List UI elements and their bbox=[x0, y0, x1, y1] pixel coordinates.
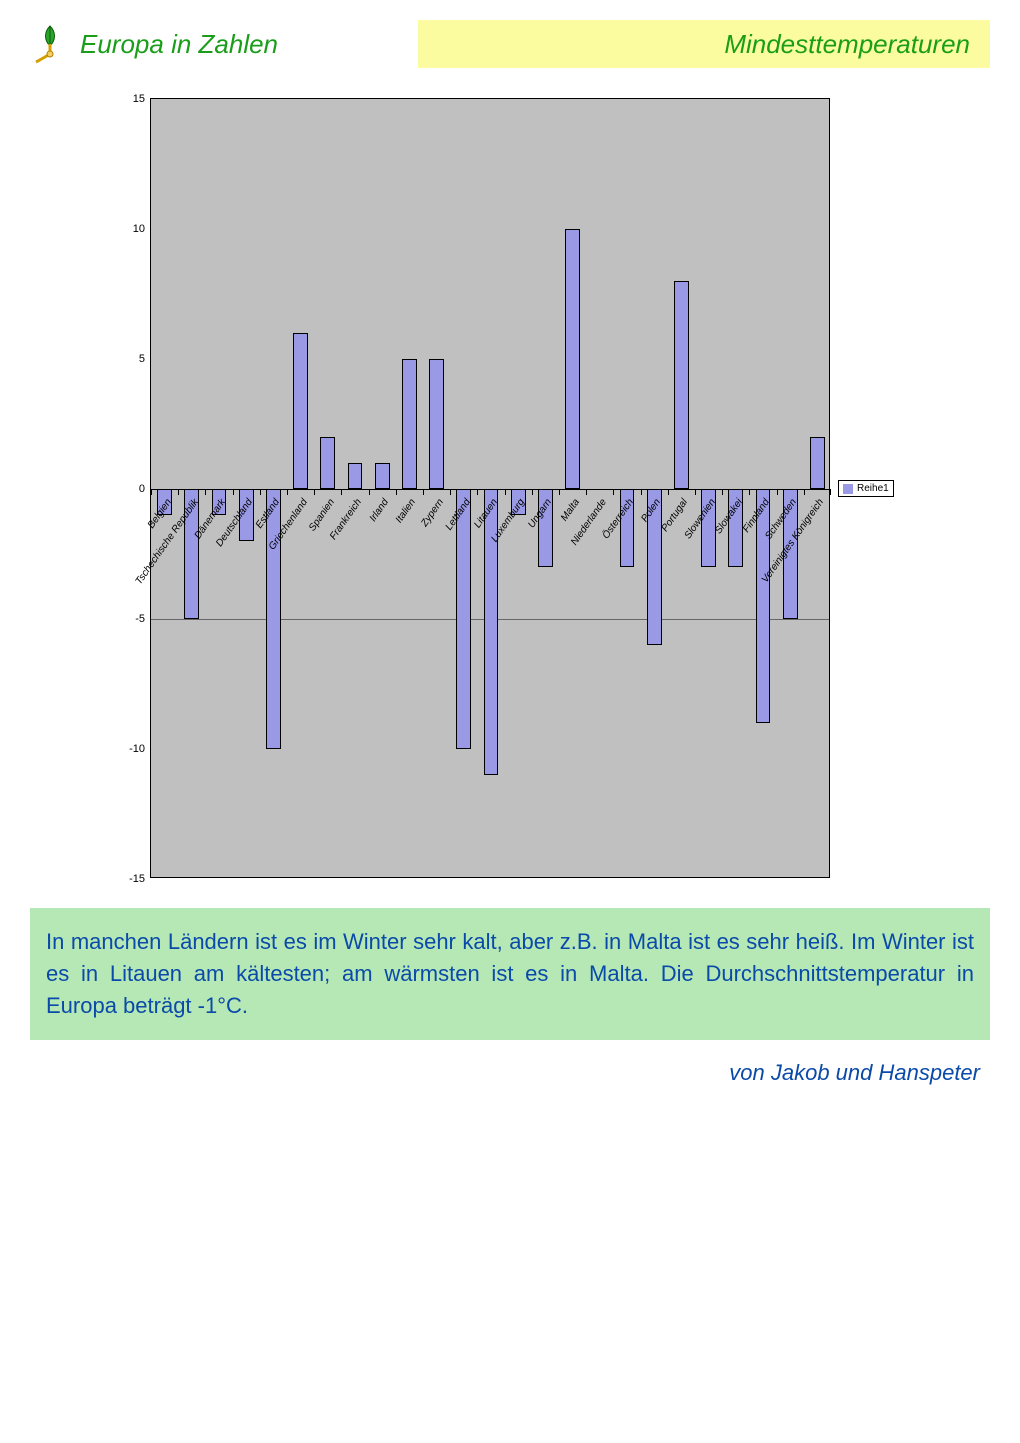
x-tick-mark bbox=[205, 489, 206, 495]
bar bbox=[810, 437, 825, 489]
bar bbox=[674, 281, 689, 489]
x-tick-mark bbox=[749, 489, 750, 495]
bar bbox=[375, 463, 390, 489]
y-tick-label: -15 bbox=[129, 873, 151, 885]
footer-credit: von Jakob und Hanspeter bbox=[0, 1040, 1020, 1126]
x-tick-mark bbox=[369, 489, 370, 495]
x-tick-mark bbox=[695, 489, 696, 495]
bar bbox=[456, 489, 471, 749]
bar bbox=[565, 229, 580, 489]
chart-plot: -15-10-5051015BelgienTschechische Republ… bbox=[150, 98, 830, 878]
category-label: Malta bbox=[559, 497, 582, 523]
logo-icon bbox=[30, 24, 70, 64]
header: Europa in Zahlen Mindesttemperaturen bbox=[0, 0, 1020, 78]
y-tick-label: 10 bbox=[133, 223, 151, 235]
x-tick-mark bbox=[314, 489, 315, 495]
x-tick-mark bbox=[423, 489, 424, 495]
x-tick-mark bbox=[830, 489, 831, 495]
x-tick-mark bbox=[178, 489, 179, 495]
x-tick-mark bbox=[586, 489, 587, 495]
x-tick-mark bbox=[777, 489, 778, 495]
bar bbox=[348, 463, 363, 489]
y-tick-label: 15 bbox=[133, 93, 151, 105]
x-tick-mark bbox=[804, 489, 805, 495]
legend-swatch-icon bbox=[843, 484, 853, 494]
x-tick-mark bbox=[613, 489, 614, 495]
x-tick-mark bbox=[505, 489, 506, 495]
x-tick-mark bbox=[396, 489, 397, 495]
x-tick-mark bbox=[477, 489, 478, 495]
y-tick-label: -10 bbox=[129, 743, 151, 755]
page-right-title: Mindesttemperaturen bbox=[724, 29, 970, 60]
x-tick-mark bbox=[341, 489, 342, 495]
y-tick-label: 5 bbox=[139, 353, 151, 365]
page-left-title: Europa in Zahlen bbox=[80, 29, 278, 60]
bar bbox=[756, 489, 771, 723]
x-tick-mark bbox=[450, 489, 451, 495]
category-label: Italien bbox=[394, 497, 418, 525]
x-tick-mark bbox=[151, 489, 152, 495]
x-tick-mark bbox=[260, 489, 261, 495]
category-label: Zypern bbox=[419, 497, 446, 529]
category-label: Irland bbox=[368, 497, 391, 524]
chart-plot-area: -15-10-5051015BelgienTschechische Republ… bbox=[150, 98, 830, 878]
x-tick-mark bbox=[532, 489, 533, 495]
page-right-title-box: Mindesttemperaturen bbox=[418, 20, 990, 68]
chart-legend: Reihe1 bbox=[838, 480, 894, 497]
chart: -15-10-5051015BelgienTschechische Republ… bbox=[100, 98, 920, 878]
y-tick-label: 0 bbox=[139, 483, 151, 495]
bar bbox=[293, 333, 308, 489]
x-tick-mark bbox=[722, 489, 723, 495]
bar bbox=[402, 359, 417, 489]
bar bbox=[429, 359, 444, 489]
description-text: In manchen Ländern ist es im Winter sehr… bbox=[46, 929, 974, 1018]
bar bbox=[320, 437, 335, 489]
x-tick-mark bbox=[559, 489, 560, 495]
x-tick-mark bbox=[641, 489, 642, 495]
description-box: In manchen Ländern ist es im Winter sehr… bbox=[30, 908, 990, 1040]
y-tick-label: -5 bbox=[135, 613, 151, 625]
x-tick-mark bbox=[287, 489, 288, 495]
x-tick-mark bbox=[668, 489, 669, 495]
legend-label: Reihe1 bbox=[857, 483, 889, 494]
x-tick-mark bbox=[233, 489, 234, 495]
